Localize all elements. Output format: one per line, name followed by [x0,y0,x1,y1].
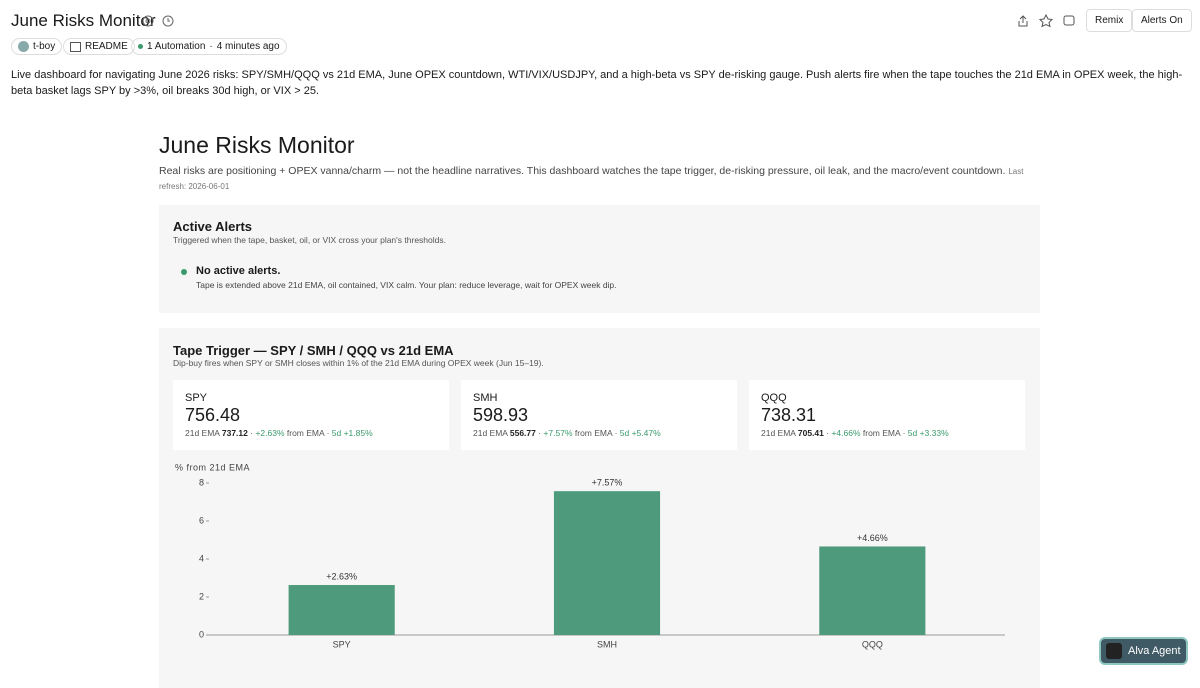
x-tick-label: QQQ [862,639,883,649]
author-chip[interactable]: t-boy [11,38,63,55]
ema-label: 21d EMA [473,428,508,438]
bar [553,491,661,635]
agent-button[interactable]: Alva Agent [1099,637,1188,665]
ema-label: 21d EMA [185,428,220,438]
status-dot [181,269,187,275]
from-label: from EMA [862,428,901,438]
y-tick-label: 6 [199,515,204,525]
description: Live dashboard for navigating June 2026 … [11,69,1183,97]
action-icons[interactable] [1016,14,1078,28]
card-meta: 21d EMA 705.41 · +4.66% from EMA · 5d +3… [761,428,949,438]
ticker: SMH [473,392,498,404]
x-tick-label: SMH [597,639,617,649]
value-label: +2.63% [326,571,357,581]
value-label: +4.66% [857,533,888,543]
from-label: from EMA [574,428,613,438]
readme: README [85,41,128,52]
bar [819,546,926,635]
from-ema: +2.63% [255,428,285,438]
ticker-card: SPY 756.48 21d EMA 737.12 · +2.63% from EM… [173,380,449,450]
ticker: QQQ [761,392,787,404]
y-tick-label: 4 [199,553,204,563]
from-ema: +7.57% [543,428,573,438]
ticker-card: SMH 598.93 21d EMA 556.77 · +7.57% from EM… [461,380,737,450]
y-tick-label: 2 [199,591,204,601]
y-tick-label: 0 [199,629,204,639]
card-meta: 21d EMA 737.12 · +2.63% from EMA · 5d +1… [185,428,373,438]
ticker: SPY [185,392,208,404]
y-axis-label: % from 21d EMA [175,462,250,472]
from-ema: +4.66% [831,428,861,438]
title-icons[interactable] [142,14,178,28]
card-meta: 21d EMA 556.77 · +7.57% from EMA · 5d +5… [473,428,661,438]
alerts-title: Active Alerts [173,219,252,234]
price: 738.31 [761,405,817,425]
agent-label: Alva Agent [1128,645,1181,657]
ema-value: 737.12 [221,428,248,438]
tape-title: Tape Trigger — SPY / SMH / QQQ vs 21d EM… [173,343,454,358]
author: t-boy [33,41,56,52]
tape-panel: Tape Trigger — SPY / SMH / QQQ vs 21d EM… [159,328,1040,688]
updated: 4 minutes ago [216,41,280,52]
alerts-detail: Tape is extended above 21d EMA, oil cont… [196,280,617,290]
five-day: 5d +3.33% [907,428,949,438]
page-title: June Risks Monitor [11,11,156,30]
from-label: from EMA [286,428,325,438]
x-tick-label: SPY [333,639,351,649]
tape-subtitle: Dip-buy fires when SPY or SMH closes wit… [173,358,544,368]
automation-chip[interactable]: 1 Automation · 4 minutes ago [131,38,287,55]
alerts-panel: Active Alerts Triggered when the tape, b… [159,205,1040,313]
ticker-card: QQQ 738.31 21d EMA 705.41 · +4.66% from EM… [749,380,1025,450]
remix-button[interactable]: Remix [1086,9,1133,32]
automation: 1 Automation [147,41,206,52]
dashboard-title: June Risks Monitor [159,132,355,158]
readme-chip[interactable]: README [63,38,135,55]
alerts-status: No active alerts. [196,265,281,277]
chart: % from 21d EMA 0 2 4 6 8 SPY +2.63% SMH +7.57% QQQ… [175,462,1005,649]
value-label: +7.57% [592,478,623,488]
price: 598.93 [473,405,529,425]
alerts-button[interactable]: Alerts On [1132,9,1192,32]
ema-label: 21d EMA [761,428,796,438]
bar [288,585,395,635]
price: 756.48 [185,405,241,425]
refresh: Last refresh: 2026-06-01 [159,167,1024,191]
ema-value: 705.41 [797,428,824,438]
ema-value: 556.77 [509,428,536,438]
five-day: 5d +5.47% [619,428,661,438]
five-day: 5d +1.85% [331,428,373,438]
y-tick-label: 8 [199,477,204,487]
dashboard-subtitle: Real risks are positioning + OPEX vanna/… [159,164,1044,194]
subtitle: Real risks are positioning + OPEX vanna/… [159,165,1006,177]
alerts-subtitle: Triggered when the tape, basket, oil, or… [173,235,446,245]
